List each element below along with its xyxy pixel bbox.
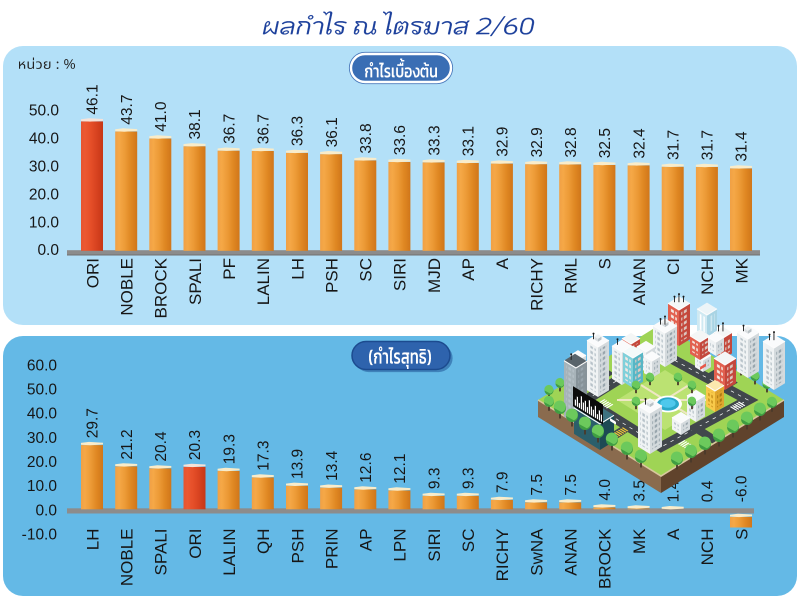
svg-text:30.0: 30.0 [27, 430, 58, 447]
svg-text:CI: CI [664, 258, 683, 275]
svg-text:7.5: 7.5 [563, 474, 580, 496]
svg-text:19.3: 19.3 [221, 434, 238, 464]
svg-text:7.5: 7.5 [529, 474, 546, 496]
svg-text:12.1: 12.1 [392, 454, 409, 484]
svg-text:-10.0: -10.0 [22, 527, 58, 544]
svg-text:PF: PF [220, 258, 239, 280]
svg-text:21.2: 21.2 [119, 429, 136, 459]
svg-text:20.0: 20.0 [29, 186, 60, 203]
svg-text:SIRI: SIRI [391, 258, 410, 291]
svg-text:RML: RML [562, 258, 581, 294]
svg-text:10.0: 10.0 [29, 214, 60, 231]
svg-text:ANAN: ANAN [562, 529, 581, 576]
svg-text:33.1: 33.1 [461, 126, 478, 156]
svg-text:PRIN: PRIN [322, 529, 341, 570]
svg-text:AP: AP [459, 258, 478, 281]
svg-text:LH: LH [288, 258, 307, 280]
svg-text:0.0: 0.0 [37, 242, 59, 259]
svg-text:20.0: 20.0 [27, 454, 58, 471]
svg-text:SwNA: SwNA [527, 528, 546, 576]
svg-text:PSH: PSH [322, 258, 341, 293]
svg-text:46.1: 46.1 [85, 84, 102, 114]
svg-text:40.0: 40.0 [27, 406, 58, 423]
svg-text:-6.0: -6.0 [734, 475, 751, 502]
svg-text:13.4: 13.4 [324, 450, 341, 481]
svg-text:41.0: 41.0 [153, 101, 170, 132]
svg-text:ANAN: ANAN [630, 258, 649, 305]
svg-text:SPALI: SPALI [152, 529, 171, 576]
svg-text:NCH: NCH [698, 258, 717, 295]
svg-text:LH: LH [83, 529, 102, 551]
svg-text:PSH: PSH [288, 529, 307, 564]
svg-text:NCH: NCH [698, 529, 717, 566]
svg-text:QH: QH [254, 529, 273, 555]
svg-text:31.4: 31.4 [734, 131, 751, 162]
svg-text:32.8: 32.8 [563, 127, 580, 157]
svg-text:3.5: 3.5 [631, 480, 648, 502]
svg-text:10.0: 10.0 [27, 478, 58, 495]
svg-text:BROCK: BROCK [152, 257, 171, 318]
svg-text:ORI: ORI [83, 258, 102, 288]
svg-text:MK: MK [732, 257, 751, 283]
svg-text:17.3: 17.3 [256, 441, 273, 471]
svg-text:13.9: 13.9 [290, 449, 307, 479]
svg-text:SC: SC [459, 529, 478, 553]
svg-text:LALIN: LALIN [254, 258, 273, 305]
svg-text:32.4: 32.4 [631, 128, 648, 159]
svg-text:9.3: 9.3 [426, 468, 443, 490]
svg-text:29.7: 29.7 [85, 408, 102, 438]
svg-text:LALIN: LALIN [220, 529, 239, 576]
svg-text:4.0: 4.0 [597, 479, 614, 501]
svg-text:A: A [493, 257, 512, 269]
svg-text:50.0: 50.0 [29, 103, 60, 120]
svg-text:20.3: 20.3 [187, 430, 204, 460]
svg-text:S: S [596, 258, 615, 269]
svg-text:31.7: 31.7 [700, 130, 717, 160]
svg-text:32.5: 32.5 [597, 128, 614, 158]
svg-text:0.0: 0.0 [35, 502, 57, 519]
svg-text:38.1: 38.1 [187, 109, 204, 139]
svg-text:30.0: 30.0 [29, 159, 60, 176]
svg-text:A: A [664, 528, 683, 540]
svg-text:33.3: 33.3 [426, 125, 443, 155]
svg-text:SC: SC [357, 258, 376, 282]
svg-text:MK: MK [630, 528, 649, 554]
svg-text:AP: AP [357, 529, 376, 552]
svg-text:36.3: 36.3 [290, 116, 307, 146]
svg-text:BROCK: BROCK [596, 528, 615, 589]
svg-text:ORI: ORI [186, 529, 205, 559]
svg-text:9.3: 9.3 [461, 468, 478, 490]
svg-text:32.9: 32.9 [529, 127, 546, 157]
svg-text:33.6: 33.6 [392, 125, 409, 155]
svg-text:60.0: 60.0 [27, 357, 58, 374]
svg-text:RICHY: RICHY [493, 529, 512, 582]
svg-text:SIRI: SIRI [425, 529, 444, 562]
svg-text:SPALI: SPALI [186, 258, 205, 305]
svg-text:12.6: 12.6 [358, 453, 375, 483]
svg-text:36.7: 36.7 [221, 114, 238, 144]
svg-text:NOBLE: NOBLE [118, 258, 137, 316]
svg-text:33.8: 33.8 [358, 123, 375, 153]
svg-text:31.7: 31.7 [665, 130, 682, 160]
svg-text:50.0: 50.0 [27, 382, 58, 399]
svg-text:32.9: 32.9 [495, 127, 512, 157]
svg-text:36.7: 36.7 [256, 114, 273, 144]
svg-text:40.0: 40.0 [29, 131, 60, 148]
svg-text:MJD: MJD [425, 258, 444, 293]
svg-text:LPN: LPN [391, 529, 410, 562]
svg-text:NOBLE: NOBLE [118, 529, 137, 587]
svg-text:S: S [732, 529, 751, 540]
svg-text:20.4: 20.4 [153, 431, 170, 462]
svg-text:43.7: 43.7 [119, 95, 136, 125]
svg-text:RICHY: RICHY [527, 258, 546, 311]
svg-text:36.1: 36.1 [324, 117, 341, 147]
svg-text:0.4: 0.4 [700, 480, 717, 502]
svg-text:7.9: 7.9 [495, 472, 512, 494]
